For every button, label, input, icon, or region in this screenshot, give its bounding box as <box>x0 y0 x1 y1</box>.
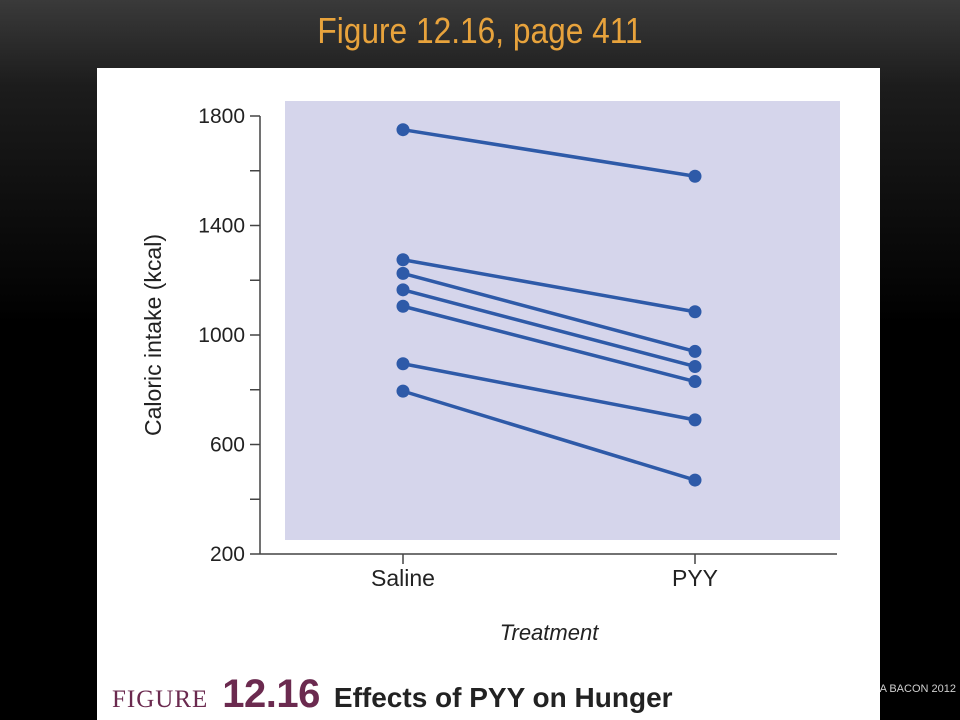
x-tick-label: Saline <box>371 565 435 591</box>
series-line <box>401 257 697 314</box>
plot-background <box>285 101 840 540</box>
figure-caption: FIGURE 12.16 Effects of PYY on Hunger <box>112 672 673 718</box>
series-line <box>401 389 697 482</box>
series-line <box>401 288 697 369</box>
figure-card: 200 600 1000 1400 1800 Saline PYY Caloric inta… <box>97 68 880 720</box>
data-point <box>396 123 410 137</box>
data-point <box>688 359 702 373</box>
y-tick-label: 600 <box>210 434 245 457</box>
x-tick-label: PYY <box>672 565 718 591</box>
data-point <box>396 384 410 398</box>
series-points <box>396 123 702 487</box>
series-line <box>401 271 697 354</box>
data-point <box>688 375 702 389</box>
data-point <box>688 305 702 319</box>
caption-figure-word: FIGURE <box>112 686 209 713</box>
data-point <box>396 357 410 371</box>
y-tick-label: 200 <box>210 543 245 566</box>
data-point <box>688 473 702 487</box>
caption-figure-number: 12.16 <box>222 672 320 716</box>
data-point <box>396 266 410 280</box>
slide-title: Figure 12.16, page 411 <box>317 10 643 51</box>
line-chart: 200 600 1000 1400 1800 Saline PYY Caloric inta… <box>140 101 840 645</box>
y-axis-label: Caloric intake (kcal) <box>140 234 166 436</box>
series-line <box>401 304 697 384</box>
y-tick-label: 1800 <box>198 105 245 128</box>
caption-text: Effects of PYY on Hunger <box>333 682 673 713</box>
data-point <box>688 169 702 183</box>
series-lines <box>401 127 697 482</box>
series-line <box>401 361 697 422</box>
x-axis-label: Treatment <box>500 620 600 645</box>
data-point <box>396 253 410 267</box>
data-point <box>396 299 410 313</box>
y-tick-label: 1000 <box>198 324 245 347</box>
series-line <box>401 127 697 178</box>
data-point <box>688 344 702 358</box>
y-tick-label: 1400 <box>198 215 245 238</box>
data-point <box>688 413 702 427</box>
data-point <box>396 283 410 297</box>
slide-credit: A BACON 2012 <box>880 683 956 695</box>
y-axis-ticks: 200 600 1000 1400 1800 Saline PYY <box>198 105 718 591</box>
